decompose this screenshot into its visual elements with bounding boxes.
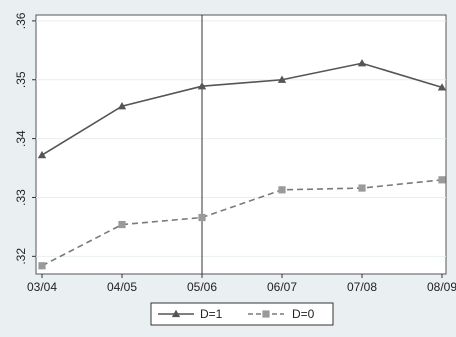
x-axis: 03/04 04/05 05/06 06/07 07/08 08/09: [27, 274, 456, 294]
x-tick-label: 06/07: [267, 280, 297, 294]
data-point: [437, 83, 447, 91]
data-point: [358, 184, 366, 192]
legend: D=1 D=0: [150, 302, 334, 326]
plot-area: [35, 14, 447, 275]
gridlines: [36, 20, 446, 257]
legend-label: D=0: [292, 307, 315, 321]
x-tick-label: 07/08: [347, 280, 377, 294]
data-point: [277, 75, 287, 83]
data-point: [438, 176, 446, 184]
data-point: [117, 102, 127, 110]
x-tick-label: 08/09: [427, 280, 456, 294]
x-tick-label: 04/05: [107, 280, 137, 294]
legend-marker: [171, 309, 181, 318]
legend-marker: [262, 310, 270, 318]
x-tick-label: 05/06: [187, 280, 217, 294]
data-point: [197, 82, 207, 90]
data-point: [118, 220, 126, 229]
y-tick-label: .34: [14, 130, 28, 147]
data-point: [198, 213, 206, 222]
data-point: [357, 59, 367, 67]
series-1: [38, 176, 446, 270]
legend-box: [150, 302, 334, 326]
legend-label: D=1: [200, 307, 223, 321]
data-point: [37, 150, 47, 159]
y-axis: .32 .33 .34 .35 .36: [14, 12, 36, 265]
series-line: [41, 179, 443, 267]
series-0: [37, 59, 447, 159]
y-tick-label: .36: [14, 12, 28, 29]
series-line: [41, 62, 443, 156]
data-point: [38, 262, 46, 270]
data-point: [278, 186, 286, 194]
y-tick-label: .35: [14, 71, 28, 88]
y-tick-label: .33: [14, 189, 28, 206]
x-tick-label: 03/04: [27, 280, 57, 294]
y-tick-label: .32: [14, 248, 28, 265]
series-group: [37, 59, 447, 270]
